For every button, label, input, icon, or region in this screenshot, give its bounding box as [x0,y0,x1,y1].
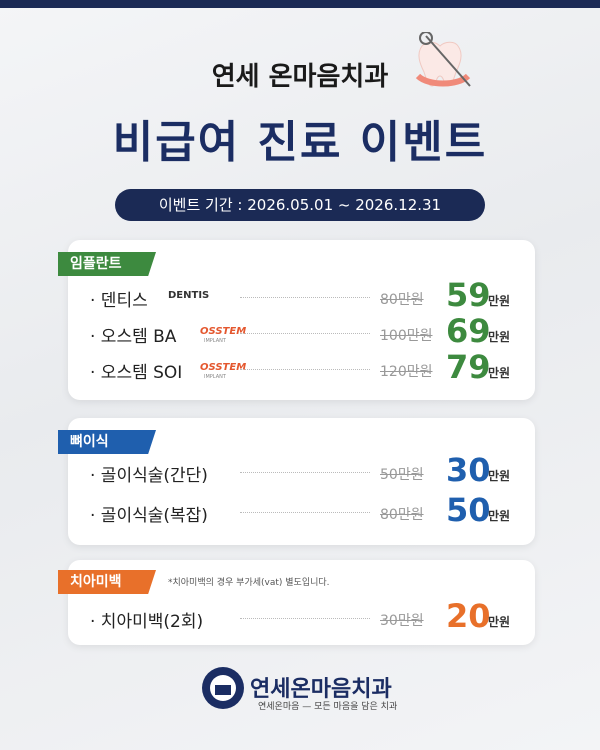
price-unit: 만원 [488,615,511,629]
old-price: 120만원 [380,364,433,380]
footer-name: 연세온마음치과 [250,677,392,702]
event-period: 이벤트 기간 : 2026.05.01 ~ 2026.12.31 [115,189,485,221]
leader-dots [240,369,370,370]
leader-dots [240,618,370,619]
leader-dots [240,472,370,473]
old-price: 100만원 [380,328,433,344]
price-row: · 치아미백(2회) 30만원 20 만원 [90,597,530,635]
clinic-name: 연세 온마음치과 [211,62,389,92]
section-tag: 임플란트 [58,252,156,276]
old-price: 30만원 [380,613,424,629]
brand-logo: OSSTEM [200,362,247,373]
price-row: · 오스템 BA OSSTEM IMPLANT 100만원 69 만원 [90,312,530,350]
price-unit: 만원 [488,330,511,344]
event-price: 50 [446,491,491,529]
price-unit: 만원 [488,469,511,483]
event-price: 69 [446,312,491,350]
event-price: 59 [446,276,491,314]
footer-slogan: 연세온마음 — 모든 마음을 담은 치과 [258,702,398,712]
brand-logo: OSSTEM [200,326,247,337]
item-name: · 오스템 SOI [90,363,183,383]
item-name: · 덴티스 [90,291,148,311]
top-bar [0,0,600,8]
price-row: · 골이식술(복잡) 80만원 50 만원 [90,491,530,529]
leader-dots [240,333,370,334]
event-title: 비급여 진료 이벤트 [112,117,488,168]
item-name: · 오스템 BA [90,327,177,347]
item-name: · 골이식술(복잡) [90,506,208,526]
price-row: · 덴티스 DENTIS 80만원 59 만원 [90,276,530,314]
logo-emblem [202,667,244,709]
price-row: · 골이식술(간단) 50만원 30 만원 [90,451,530,489]
price-unit: 만원 [488,509,511,523]
brand-sub: IMPLANT [204,374,226,380]
leader-dots [240,297,370,298]
old-price: 80만원 [380,507,424,523]
price-unit: 만원 [488,366,511,380]
event-price: 20 [446,597,491,635]
leader-dots [240,512,370,513]
price-unit: 만원 [488,294,511,308]
price-row: · 오스템 SOI OSSTEM IMPLANT 120만원 79 만원 [90,348,530,386]
brand-logo: DENTIS [168,290,210,301]
item-name: · 치아미백(2회) [90,612,204,632]
item-name: · 골이식술(간단) [90,466,208,486]
section-tag: 치아미백 [58,570,156,594]
section-tag: 뼈이식 [58,430,156,454]
old-price: 50만원 [380,467,424,483]
event-price: 30 [446,451,491,489]
note: *치아미백의 경우 부가세(vat) 별도입니다. [168,578,330,588]
old-price: 80만원 [380,292,424,308]
event-price: 79 [446,348,491,386]
tooth-icon [415,32,471,87]
brand-sub: IMPLANT [204,338,226,344]
